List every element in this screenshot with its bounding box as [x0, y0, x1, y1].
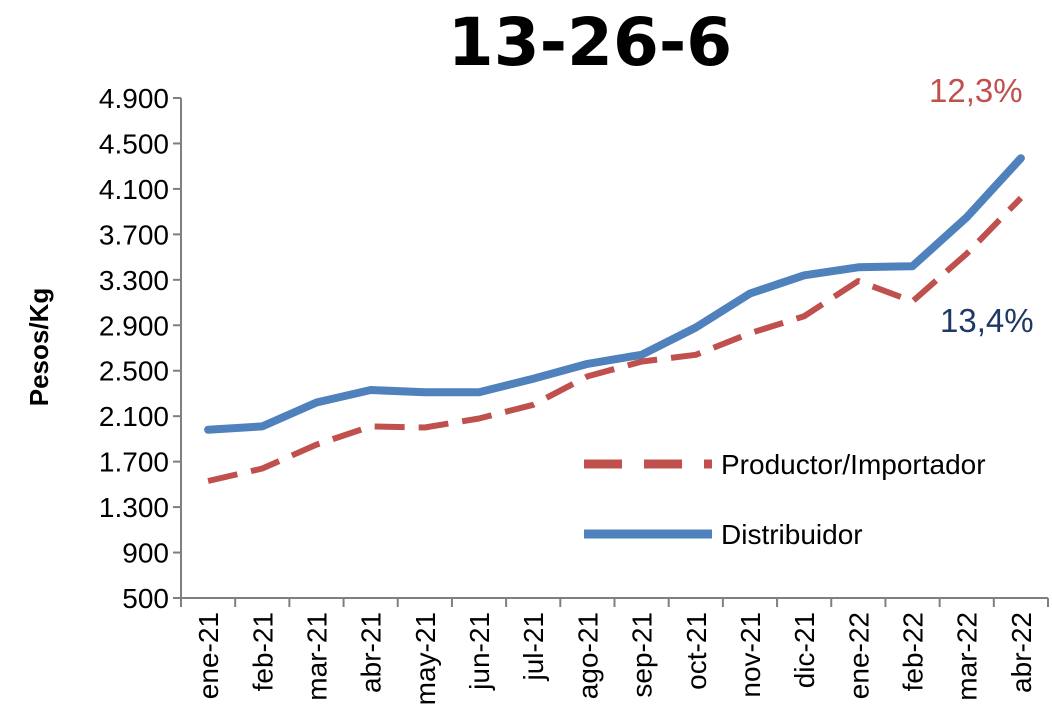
- x-tick-label: abr-21: [356, 612, 387, 693]
- y-tick-label: 3.300: [99, 265, 169, 296]
- y-tick-label: 4.500: [99, 128, 169, 159]
- y-tick-label: 2.100: [99, 401, 169, 432]
- y-tick-label: 3.700: [99, 219, 169, 250]
- x-tick-label: dic-21: [789, 612, 820, 688]
- y-tick-label: 500: [122, 583, 169, 614]
- annotation-distribuidor-change: 13,4%: [940, 302, 1034, 339]
- x-tick-label: ago-21: [572, 612, 603, 699]
- x-tick-label: mar-21: [301, 612, 332, 701]
- y-tick-label: 1.300: [99, 492, 169, 523]
- x-tick-label: may-21: [410, 612, 441, 705]
- legend: Productor/Importador Distribuidor: [584, 449, 986, 550]
- x-tick-label: oct-21: [681, 612, 712, 690]
- series-lines: [204, 154, 1025, 484]
- x-tick-label: feb-22: [898, 612, 929, 691]
- x-tick-label: ene-21: [193, 612, 224, 699]
- legend-label-productor-importador: Productor/Importador: [721, 449, 986, 480]
- y-tick-label: 4.900: [99, 83, 169, 114]
- series-line-productor-importador: [207, 195, 1024, 484]
- x-tick-label: sep-21: [627, 612, 658, 698]
- x-tick-label: jun-21: [464, 612, 495, 691]
- y-tick-label: 2.500: [99, 356, 169, 387]
- x-tick-label: jul-21: [518, 612, 549, 681]
- x-tick-label: mar-22: [952, 612, 983, 701]
- y-tick-label: 1.700: [99, 447, 169, 478]
- x-tick-label: abr-22: [1006, 612, 1037, 693]
- y-tick-label: 2.900: [99, 310, 169, 341]
- y-tick-label: 900: [122, 538, 169, 569]
- x-tick-label: feb-21: [247, 612, 278, 691]
- series-line-distribuidor: [204, 154, 1025, 434]
- y-axis-label: Pesos/Kg: [24, 288, 54, 407]
- x-tick-label: nov-21: [735, 612, 766, 698]
- axes: 500 900 1.300 1.700 2.100 2.500 2.900 3.300 3.70…: [99, 83, 1049, 705]
- chart-title: 13-26-6: [448, 4, 732, 81]
- y-tick-label: 4.100: [99, 174, 169, 205]
- annotation-productor-change: 12,3%: [929, 72, 1023, 109]
- legend-label-distribuidor: Distribuidor: [721, 519, 863, 550]
- annotations: 12,3% 13,4%: [929, 72, 1034, 339]
- x-tick-label: ene-22: [843, 612, 874, 699]
